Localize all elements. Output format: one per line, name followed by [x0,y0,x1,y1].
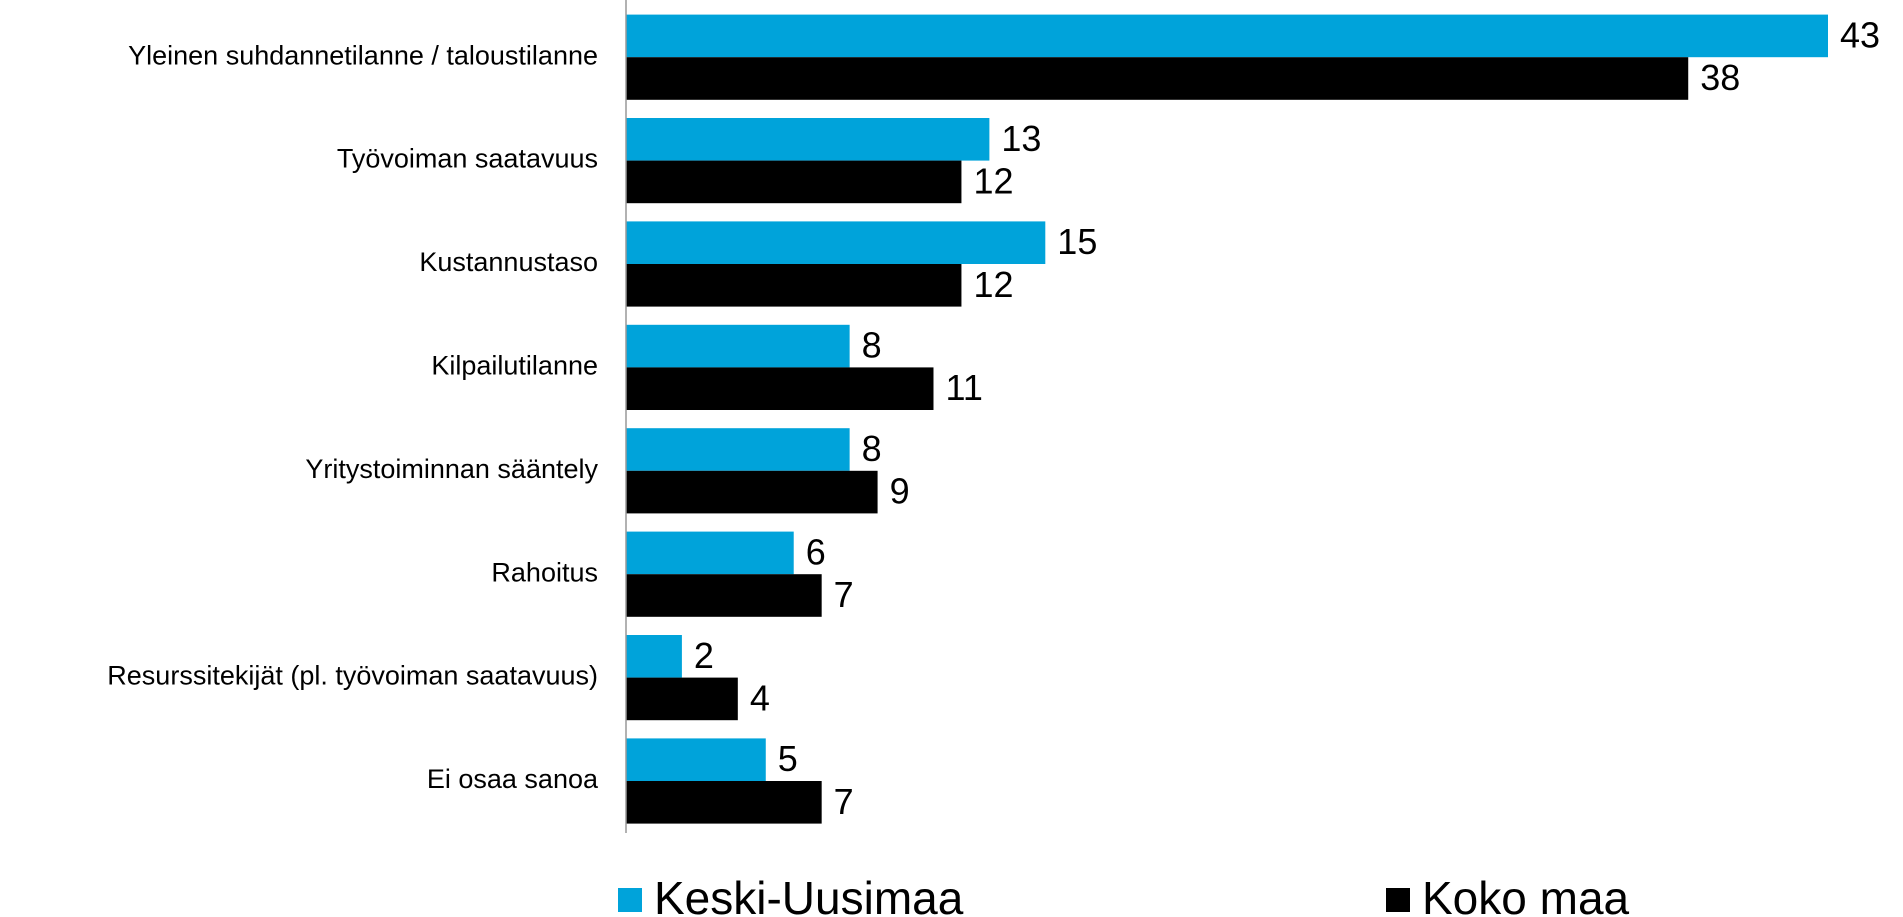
bar [626,531,794,575]
category-label: Työvoiman saatavuus [337,144,598,174]
bar [626,677,738,721]
data-label: 4 [750,677,770,718]
bar [626,470,878,514]
data-label: 7 [834,781,854,822]
data-label: 8 [862,428,882,469]
data-label: 7 [834,574,854,615]
category-label: Yritystoiminnan sääntely [305,454,598,484]
bar [626,738,766,781]
legend-swatch [1386,888,1410,912]
bar [626,14,1828,58]
data-label: 43 [1840,14,1880,55]
category-label: Rahoitus [491,557,598,587]
category-label: Yleinen suhdannetilanne / taloustilanne [128,40,598,70]
legend-swatch [618,888,642,912]
bar [626,57,1689,100]
bar [626,264,962,307]
data-label: 12 [973,264,1013,305]
data-label: 12 [973,160,1013,201]
legend-label: Koko maa [1422,872,1630,917]
bar [626,118,990,161]
data-label: 9 [890,471,910,512]
data-label: 5 [778,738,798,779]
category-label: Kilpailutilanne [431,351,598,381]
data-label: 15 [1057,221,1097,262]
data-label: 11 [945,367,982,408]
bar [626,574,822,617]
data-label: 6 [806,531,826,572]
data-label: 38 [1700,57,1740,98]
bar [626,324,850,368]
bar [626,221,1046,264]
data-label: 2 [694,635,714,676]
bar [626,367,934,410]
data-label: 13 [1001,118,1041,159]
bar [626,428,850,471]
category-label: Ei osaa sanoa [427,764,599,794]
category-label: Resurssitekijät (pl. työvoiman saatavuus… [107,661,598,691]
bar [626,160,962,204]
bar [626,635,682,678]
category-label: Kustannustaso [419,247,598,277]
bar [626,781,822,824]
data-label: 8 [862,325,882,366]
legend-label: Keski-Uusimaa [654,872,964,917]
